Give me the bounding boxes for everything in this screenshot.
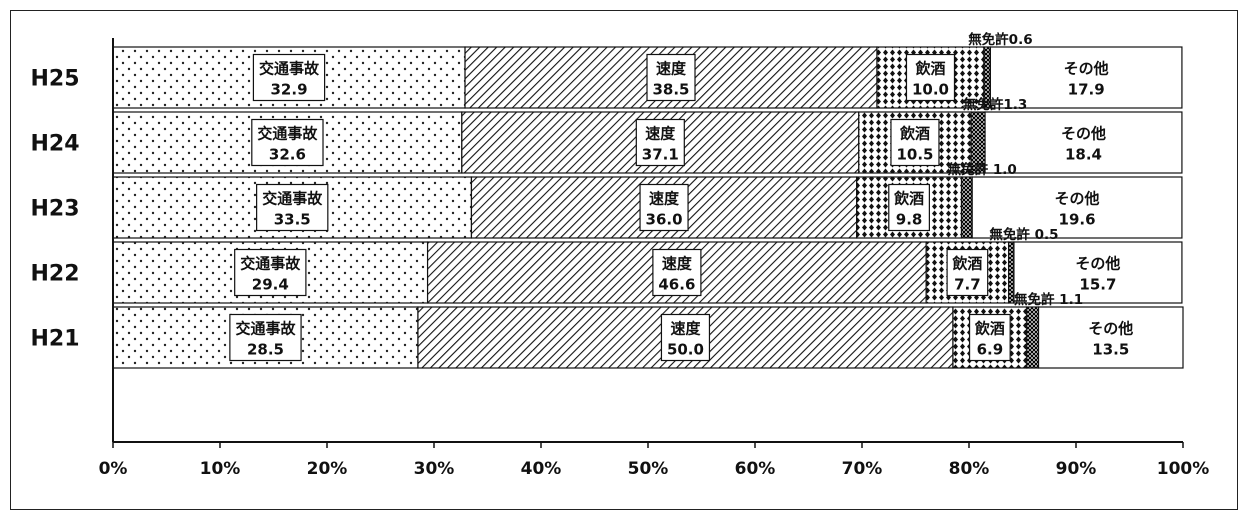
- data-label-H23-4: 19.6: [1059, 211, 1096, 229]
- series-label-H24-0: 交通事故: [257, 125, 318, 143]
- series-label-H23-2: 飲酒: [893, 190, 924, 208]
- x-tick-label-8: 80%: [949, 459, 990, 479]
- bar-segment-H22-0: 交通事故 29.4: [112, 241, 429, 304]
- series-label-H25-4: その他: [1064, 60, 1109, 78]
- series-label-H21-0: 交通事故: [235, 320, 296, 338]
- series-label-H22-0: 交通事故: [240, 255, 301, 273]
- bar-segment-H22-2: 飲酒 7.7: [925, 241, 1010, 304]
- x-tick-label-4: 40%: [521, 459, 562, 479]
- data-label-H22-0: 29.4: [252, 276, 289, 294]
- category-labels: H25 H24 H23 H22 H21: [30, 67, 79, 352]
- bar-segment-H24-2: 飲酒 10.5: [858, 111, 972, 174]
- bar-segment-H25-2: 飲酒 10.0: [876, 46, 985, 109]
- data-label-H25-4: 17.9: [1068, 81, 1105, 99]
- bar-segment-H22-1: 速度 46.6: [426, 241, 927, 304]
- category-label-H22: H22: [30, 262, 79, 287]
- bar-segment-H25-4: その他 17.9: [989, 46, 1183, 109]
- x-tick-label-0: 0%: [99, 459, 128, 479]
- data-label-H25-0: 32.9: [271, 81, 308, 99]
- series-label-H25-1: 速度: [656, 60, 687, 78]
- category-label-H23: H23: [30, 197, 79, 222]
- series-label-H23-0: 交通事故: [262, 190, 323, 208]
- data-label-H21-1: 50.0: [667, 341, 704, 359]
- category-label-H24: H24: [30, 132, 79, 157]
- data-label-H23-3: 無免許 1.0: [948, 161, 1017, 178]
- bar-segment-H21-0: 交通事故 28.5: [112, 306, 419, 369]
- bar-segment-H25-0: 交通事故 32.9: [112, 46, 466, 109]
- bar-segment-H23-0: 交通事故 33.5: [112, 176, 473, 239]
- data-label-H21-0: 28.5: [247, 341, 284, 359]
- bars-layer: 交通事故 32.9 速度 38.5 飲酒 10.0 無免許0.6 その他 17.9 交通事故 32.…: [112, 31, 1184, 369]
- x-tick-label-5: 50%: [628, 459, 669, 479]
- x-tick-label-7: 70%: [842, 459, 883, 479]
- data-label-H24-3: 無免許1.3: [963, 96, 1027, 113]
- data-label-H22-3: 無免許 0.5: [989, 226, 1058, 243]
- bar-segment-H23-4: その他 19.6: [971, 176, 1183, 239]
- data-label-H24-0: 32.6: [269, 146, 306, 164]
- data-label-H24-4: 18.4: [1065, 146, 1102, 164]
- bar-segment-H24-4: その他 18.4: [984, 111, 1183, 174]
- series-label-H23-1: 速度: [649, 190, 680, 208]
- bar-segment-H22-4: その他 15.7: [1013, 241, 1183, 304]
- bar-segment-H21-2: 飲酒 6.9: [952, 306, 1028, 369]
- data-label-H25-3: 無免許0.6: [968, 31, 1032, 48]
- x-axis: 0% 10% 20% 30% 40% 50% 60% 70% 80% 90% 100%: [99, 38, 1210, 479]
- data-label-H23-2: 9.8: [896, 211, 923, 229]
- category-label-H25: H25: [30, 67, 79, 92]
- data-label-H22-4: 15.7: [1079, 276, 1116, 294]
- x-tick-label-9: 90%: [1056, 459, 1097, 479]
- series-label-H25-2: 飲酒: [914, 60, 945, 78]
- x-tick-label-2: 20%: [307, 459, 348, 479]
- data-label-H24-2: 10.5: [896, 146, 933, 164]
- bar-segment-H22-3: 無免許 0.5: [989, 226, 1059, 304]
- x-tick-label-6: 60%: [735, 459, 776, 479]
- x-tick-label-10: 100%: [1157, 459, 1210, 479]
- x-tick-label-3: 30%: [414, 459, 455, 479]
- data-label-H25-1: 38.5: [652, 81, 689, 99]
- bar-segment-H23-2: 飲酒 9.8: [856, 176, 963, 239]
- series-label-H24-2: 飲酒: [899, 125, 930, 143]
- category-label-H21: H21: [30, 327, 79, 352]
- data-label-H24-1: 37.1: [642, 146, 679, 164]
- data-label-H22-2: 7.7: [954, 276, 981, 294]
- series-label-H22-2: 飲酒: [951, 255, 982, 273]
- bar-segment-H21-4: その他 13.5: [1037, 306, 1184, 369]
- series-label-H21-2: 飲酒: [974, 320, 1005, 338]
- x-tick-label-1: 10%: [200, 459, 241, 479]
- data-label-H21-4: 13.5: [1092, 341, 1129, 359]
- series-label-H25-0: 交通事故: [259, 60, 320, 78]
- data-label-H25-2: 10.0: [912, 81, 949, 99]
- series-label-H21-1: 速度: [670, 320, 701, 338]
- series-label-H23-4: その他: [1055, 190, 1100, 208]
- data-label-H22-1: 46.6: [658, 276, 695, 294]
- bar-segment-H23-1: 速度 36.0: [470, 176, 858, 239]
- data-label-H23-0: 33.5: [274, 211, 311, 229]
- series-label-H24-1: 速度: [645, 125, 676, 143]
- bar-segment-H24-3: 無免許1.3: [963, 96, 1027, 174]
- bar-segment-H25-1: 速度 38.5: [464, 46, 878, 109]
- series-label-H22-1: 速度: [662, 255, 693, 273]
- bar-segment-H21-1: 速度 50.0: [417, 306, 954, 369]
- bar-segment-H24-1: 速度 37.1: [461, 111, 860, 174]
- series-label-H21-4: その他: [1088, 320, 1133, 338]
- bar-segment-H21-3: 無免許 1.1: [1014, 291, 1083, 369]
- data-label-H23-1: 36.0: [646, 211, 683, 229]
- data-label-H21-2: 6.9: [977, 341, 1004, 359]
- series-label-H22-4: その他: [1075, 255, 1120, 273]
- data-label-H21-3: 無免許 1.1: [1014, 291, 1083, 308]
- bar-segment-H24-0: 交通事故 32.6: [112, 111, 463, 174]
- series-label-H24-4: その他: [1061, 125, 1106, 143]
